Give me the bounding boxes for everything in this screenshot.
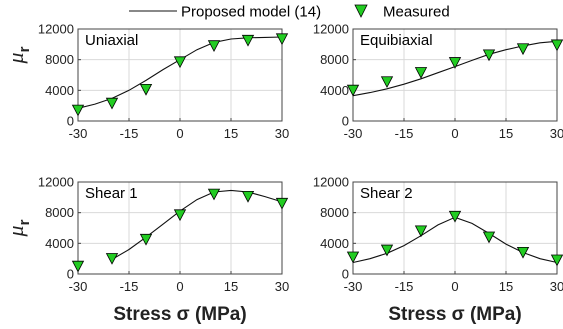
legend: Proposed model (14) Measured — [129, 4, 450, 21]
y-tick-label: 8000 — [320, 52, 349, 67]
data-point-measured — [71, 260, 85, 273]
x-tick-label: 15 — [499, 126, 513, 141]
panel-uniaxial: -30 -15 0 15 30 0 4000 8000 12000 Uniaxial — [38, 22, 289, 142]
x-tick-label: -30 — [344, 126, 363, 141]
y-tick-label: 4000 — [320, 236, 349, 251]
data-point-measured — [448, 57, 462, 69]
y-label-mu: μ — [3, 225, 28, 237]
y-axis-label-bottom: μr — [3, 219, 33, 237]
y-tick-label: 8000 — [320, 205, 349, 220]
data-point-measured — [346, 251, 360, 264]
y-tick-label: 4000 — [45, 83, 74, 98]
x-tick-label: 0 — [176, 279, 183, 294]
x-tick-label: 30 — [275, 126, 289, 141]
y-tick-label: 12000 — [313, 22, 349, 37]
data-point-measured — [380, 244, 394, 257]
data-point-measured — [448, 210, 462, 223]
panel-shear-2: -30 -15 0 15 30 0 4000 8000 12000 Shear 2 — [313, 175, 563, 294]
legend-model-label: Proposed model (14) — [181, 4, 321, 21]
data-point-measured — [482, 49, 496, 62]
y-tick-label: 8000 — [45, 205, 74, 220]
svg-text:μr: μr — [3, 219, 33, 237]
panel-title: Uniaxial — [85, 32, 138, 49]
x-tick-label: 15 — [224, 279, 238, 294]
x-axis-label-right: Stress σ (MPa) — [388, 304, 521, 325]
panel-equibiaxial: -30 -15 0 15 30 0 4000 8000 12000 Equibiaxial — [313, 22, 563, 141]
legend-marker-swatch — [354, 4, 368, 18]
data-point-measured — [414, 67, 428, 79]
panel-shear-1: -30 -15 0 15 30 0 4000 8000 12000 Shear 1 — [38, 175, 289, 295]
x-axis-label-left: Stress σ (MPa) — [113, 304, 246, 325]
x-tick-label: 15 — [499, 279, 513, 294]
x-tick-label: 0 — [451, 279, 458, 294]
x-tick-label: -30 — [344, 279, 363, 294]
svg-text:μr: μr — [3, 46, 33, 64]
x-tick-label: -30 — [69, 126, 88, 141]
data-point-measured — [241, 34, 255, 47]
data-point-measured — [550, 254, 563, 267]
data-point-measured — [380, 76, 394, 89]
x-tick-label: 30 — [550, 279, 563, 294]
x-tick-label: -15 — [395, 279, 414, 294]
data-point-measured — [105, 97, 119, 110]
y-label-mu: μ — [3, 52, 28, 64]
data-point-measured — [207, 40, 221, 53]
x-tick-label: 30 — [275, 279, 289, 294]
panel-title: Equibiaxial — [360, 32, 433, 49]
y-tick-label: 8000 — [45, 52, 74, 67]
data-point-measured — [105, 253, 119, 265]
y-label-sub: r — [16, 219, 33, 225]
y-tick-label: 0 — [67, 114, 74, 129]
y-axis-label-top: μr — [3, 46, 33, 64]
data-point-measured — [71, 104, 85, 117]
series-line-proposed-model-14 — [111, 189, 283, 260]
data-point-measured — [207, 188, 221, 201]
data-point-measured — [139, 233, 153, 246]
data-point-measured — [173, 209, 187, 222]
x-tick-label: 0 — [176, 126, 183, 141]
y-tick-label: 12000 — [313, 175, 349, 190]
data-point-measured — [346, 84, 360, 97]
x-tick-label: -15 — [395, 126, 414, 141]
data-point-measured — [275, 33, 289, 46]
x-tick-label: 30 — [550, 126, 563, 141]
data-point-measured — [414, 225, 428, 238]
x-tick-label: -15 — [120, 279, 139, 294]
y-tick-label: 0 — [342, 114, 349, 129]
y-tick-label: 0 — [342, 267, 349, 282]
data-point-measured — [550, 39, 563, 52]
y-tick-label: 4000 — [45, 236, 74, 251]
x-tick-label: -30 — [69, 279, 88, 294]
y-tick-label: 0 — [67, 267, 74, 282]
y-tick-label: 4000 — [320, 83, 349, 98]
panel-title: Shear 1 — [85, 185, 138, 202]
data-point-measured — [275, 197, 289, 210]
x-tick-label: 15 — [224, 126, 238, 141]
x-tick-label: 0 — [451, 126, 458, 141]
data-point-measured — [241, 190, 255, 203]
y-tick-label: 12000 — [38, 22, 74, 37]
data-point-measured — [482, 231, 496, 244]
data-point-measured — [516, 246, 530, 259]
panel-title: Shear 2 — [360, 185, 413, 202]
legend-measured-label: Measured — [383, 4, 450, 21]
data-point-measured — [516, 43, 530, 56]
data-point-measured — [173, 56, 187, 69]
y-tick-label: 12000 — [38, 175, 74, 190]
y-label-sub: r — [16, 46, 33, 52]
data-point-measured — [139, 84, 153, 96]
x-tick-label: -15 — [120, 126, 139, 141]
